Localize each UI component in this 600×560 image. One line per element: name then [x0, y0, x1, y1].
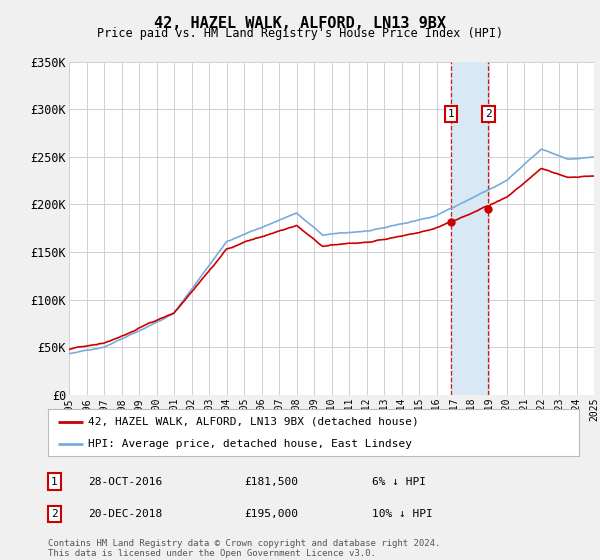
- Text: 42, HAZEL WALK, ALFORD, LN13 9BX: 42, HAZEL WALK, ALFORD, LN13 9BX: [154, 16, 446, 31]
- Text: HPI: Average price, detached house, East Lindsey: HPI: Average price, detached house, East…: [88, 438, 412, 449]
- Text: 20-DEC-2018: 20-DEC-2018: [88, 509, 162, 519]
- Text: 28-OCT-2016: 28-OCT-2016: [88, 477, 162, 487]
- Text: 6% ↓ HPI: 6% ↓ HPI: [372, 477, 426, 487]
- Bar: [451, 62, 488, 395]
- Text: £181,500: £181,500: [244, 477, 298, 487]
- Text: 10% ↓ HPI: 10% ↓ HPI: [372, 509, 433, 519]
- Text: Contains HM Land Registry data © Crown copyright and database right 2024.
This d: Contains HM Land Registry data © Crown c…: [48, 539, 440, 558]
- Text: Price paid vs. HM Land Registry's House Price Index (HPI): Price paid vs. HM Land Registry's House …: [97, 27, 503, 40]
- Text: 2: 2: [51, 509, 58, 519]
- Text: 1: 1: [448, 109, 454, 119]
- Text: 1: 1: [51, 477, 58, 487]
- Text: 2: 2: [485, 109, 492, 119]
- Text: 42, HAZEL WALK, ALFORD, LN13 9BX (detached house): 42, HAZEL WALK, ALFORD, LN13 9BX (detach…: [88, 417, 419, 427]
- Text: £195,000: £195,000: [244, 509, 298, 519]
